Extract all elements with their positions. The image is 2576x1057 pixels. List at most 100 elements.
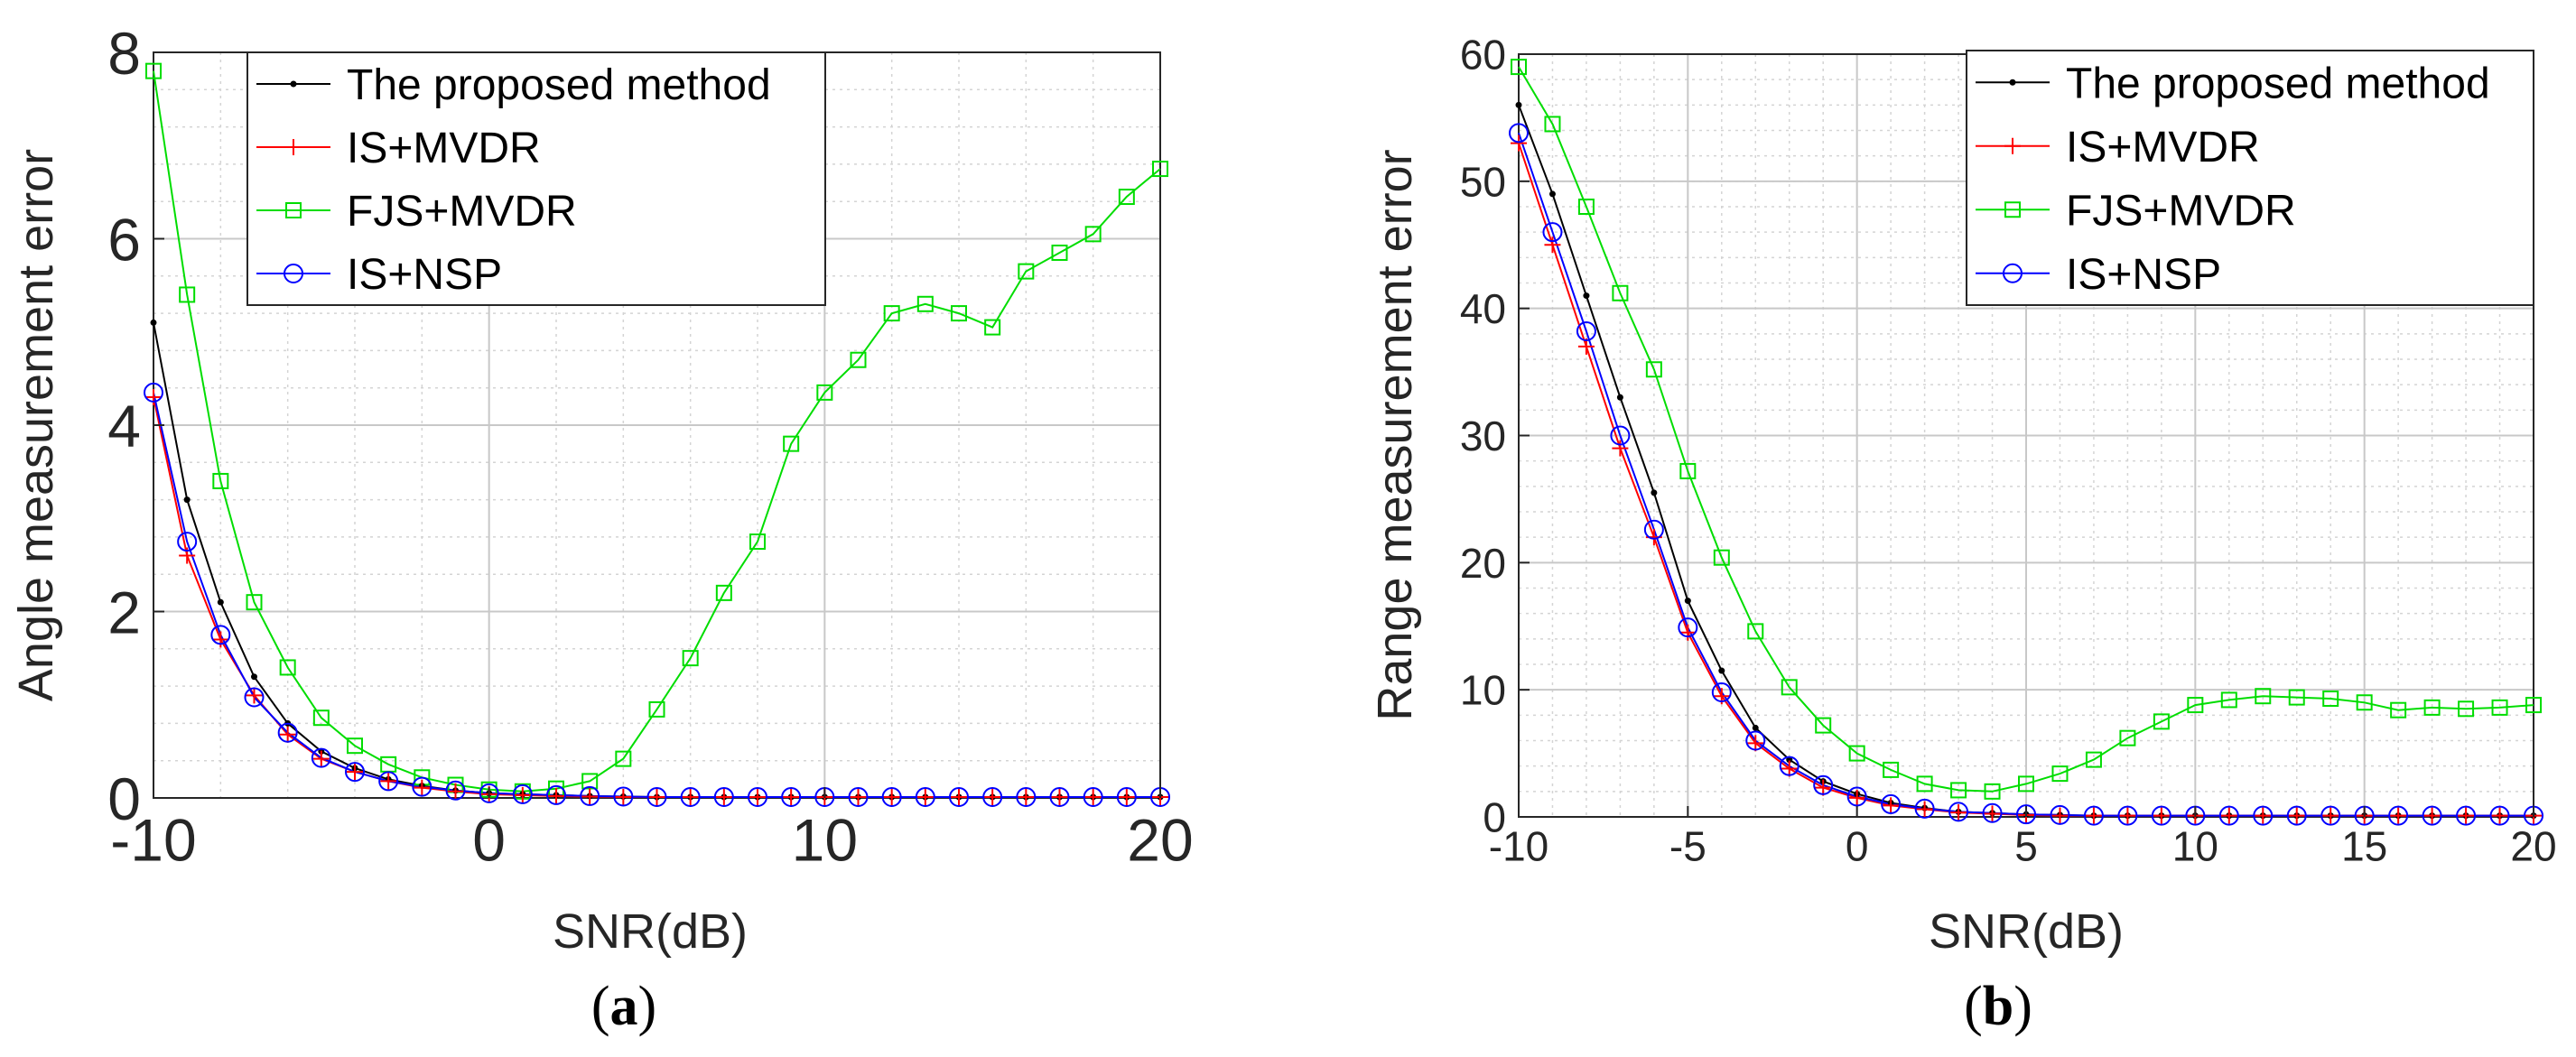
data-point-square	[1084, 226, 1102, 243]
data-point-circle	[1745, 730, 1766, 751]
data-point-square	[1118, 189, 1135, 206]
data-point-square	[1916, 775, 1933, 793]
x-tick-label: 0	[472, 806, 506, 873]
data-point-circle	[781, 786, 802, 807]
data-point-square	[2187, 697, 2204, 714]
data-point-circle	[848, 786, 869, 807]
data-point-square	[1883, 761, 1900, 778]
x-tick-label: -5	[1669, 822, 1706, 869]
data-point-circle	[2083, 805, 2104, 826]
data-point-dot	[1752, 724, 1759, 731]
legend-label: IS+NSP	[347, 251, 502, 299]
data-point-square	[1815, 717, 1832, 734]
data-point-square	[2491, 699, 2508, 716]
data-point-circle	[2016, 804, 2036, 825]
data-point-plus	[145, 389, 162, 406]
x-tick-label: -10	[110, 806, 196, 873]
data-point-square	[347, 737, 363, 755]
data-point-square	[1645, 361, 1662, 378]
data-point-square	[916, 295, 934, 312]
x-axis-label-b: SNR(dB)	[1929, 904, 2124, 959]
data-point-circle	[2320, 805, 2341, 826]
data-point-circle	[1083, 786, 1103, 807]
data-point-circle	[1982, 802, 2003, 823]
data-point-plus	[916, 788, 934, 805]
x-tick-label: 15	[2341, 822, 2387, 869]
data-point-circle	[1643, 519, 1664, 540]
legend-marker	[284, 264, 303, 283]
data-point-square	[1679, 462, 1697, 479]
data-point-circle	[1881, 793, 1902, 814]
data-point-circle	[613, 786, 634, 807]
data-point-circle	[881, 786, 902, 807]
data-point-circle	[2456, 805, 2477, 826]
data-point-square	[2390, 701, 2407, 719]
data-point-square	[682, 650, 699, 667]
data-point-plus	[1883, 797, 1900, 814]
legend-label: IS+NSP	[2066, 251, 2221, 299]
data-point-plus	[1118, 788, 1135, 805]
data-point-square	[2255, 688, 2272, 705]
data-point-square	[2525, 697, 2542, 714]
data-point-plus	[414, 779, 431, 796]
data-point-circle	[1948, 802, 1969, 822]
data-point-dot	[1583, 292, 1590, 300]
data-point-dot	[251, 673, 257, 681]
data-point-square	[1018, 263, 1035, 280]
x-tick-label: 10	[792, 806, 858, 873]
data-point-circle	[949, 786, 969, 807]
data-point-circle	[1509, 123, 1529, 144]
data-point-plus	[548, 787, 564, 804]
data-point-square	[1781, 679, 1798, 696]
data-point-circle	[982, 786, 1003, 807]
legend-label: FJS+MVDR	[2066, 187, 2296, 235]
data-point-square	[783, 435, 800, 452]
data-point-square	[279, 659, 296, 676]
y-tick-label: 60	[1460, 32, 1506, 79]
y-tick-label: 2	[107, 579, 141, 645]
data-point-plus	[2423, 807, 2441, 824]
data-point-plus	[347, 764, 363, 781]
data-point-plus	[648, 788, 665, 805]
x-tick-label: 0	[1846, 822, 1869, 869]
data-point-square	[145, 62, 162, 79]
data-point-square	[951, 305, 967, 322]
legend-marker	[2009, 79, 2016, 86]
x-tick-label: 5	[2014, 822, 2038, 869]
data-point-plus	[2390, 807, 2407, 824]
data-point-square	[715, 584, 732, 601]
data-point-dot	[1684, 598, 1691, 605]
data-point-plus	[212, 631, 229, 648]
data-point-square	[615, 750, 632, 767]
y-tick-label: 50	[1460, 158, 1506, 205]
data-point-plus	[246, 687, 263, 704]
data-point-square	[2051, 765, 2069, 783]
legend-box-b	[1966, 50, 2534, 306]
y-tick-label: 10	[1460, 667, 1506, 714]
data-point-square	[1577, 199, 1595, 215]
data-point-square	[1152, 161, 1168, 178]
data-point-square	[1984, 783, 2001, 800]
legend-marker	[290, 80, 297, 88]
data-point-plus	[447, 783, 464, 800]
data-point-circle	[479, 783, 499, 803]
data-point-plus	[1950, 804, 1967, 821]
data-point-plus	[850, 788, 867, 805]
legend-label: IS+MVDR	[2066, 124, 2260, 172]
data-point-square	[1950, 782, 1967, 799]
data-point-square	[850, 351, 867, 368]
data-point-plus	[984, 788, 1001, 805]
data-point-square	[883, 305, 900, 322]
data-point-plus	[682, 788, 699, 805]
x-tick-label: 10	[2172, 822, 2218, 869]
legend-marker	[285, 202, 302, 218]
data-point-plus	[2085, 807, 2102, 824]
data-point-plus	[2322, 807, 2339, 824]
data-point-circle	[1914, 798, 1935, 819]
data-point-square	[2356, 694, 2373, 711]
data-point-circle	[445, 780, 466, 801]
data-point-plus	[1984, 805, 2001, 822]
data-point-plus	[2288, 807, 2305, 824]
data-point-circle	[210, 625, 231, 645]
